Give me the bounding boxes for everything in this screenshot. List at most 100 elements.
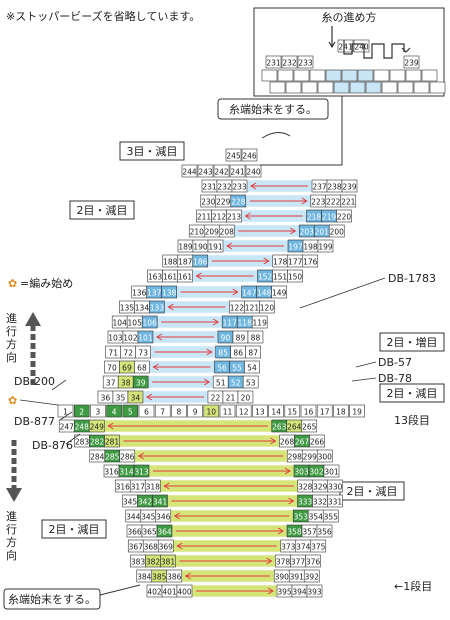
bead-cell: 394 <box>291 584 308 598</box>
arrow-head <box>163 482 170 490</box>
bead-number: 208 <box>220 228 235 237</box>
arrow-head <box>267 587 274 595</box>
bead-cell: 365 <box>141 524 158 538</box>
bead-number: 383 <box>131 558 146 567</box>
bead-number: 286 <box>120 453 135 462</box>
bead-cell: 212 <box>211 209 227 223</box>
bead-cell: 13 <box>252 404 268 418</box>
color-db876: DB-876 <box>32 439 73 452</box>
bead-number: 4 <box>112 408 117 417</box>
bead-number: 333 <box>298 498 313 507</box>
bead-number: 246 <box>242 152 257 161</box>
bead-cell: 382 <box>145 554 161 568</box>
bead-cell: 135 <box>119 300 135 314</box>
bead-number: 356 <box>317 528 332 537</box>
bead-number: 188 <box>163 258 178 267</box>
bead-number: 378 <box>276 558 291 567</box>
legend-bead <box>413 81 430 94</box>
bead-number: 101 <box>138 334 153 343</box>
bead-cell: 386 <box>166 569 183 583</box>
bead-cell: 19 <box>349 404 365 418</box>
bead-cell: 118 <box>236 315 253 329</box>
bead-cell: 122 <box>229 300 245 314</box>
bead-cell: 12 <box>235 404 252 418</box>
bead-cell: 232 <box>281 55 298 69</box>
bead-cell: 39 <box>132 375 149 389</box>
bead-cell: 7 <box>154 404 171 418</box>
bead-number: 344 <box>126 513 141 522</box>
bead-number: 19 <box>352 408 362 417</box>
bead-cell: 163 <box>147 269 163 283</box>
bead-number: 355 <box>324 513 339 522</box>
bead-cell: 117 <box>221 315 238 329</box>
bead-cell: 241 <box>229 164 246 178</box>
bead-number: 22 <box>211 394 221 403</box>
bead-cell: 354 <box>307 509 324 523</box>
direction-char: 方 <box>6 535 17 549</box>
direction-char: 進 <box>6 312 17 325</box>
bead-number: 283 <box>75 438 90 447</box>
bead-number: 232 <box>282 59 297 68</box>
bead-number: 342 <box>138 498 153 507</box>
bead-cell: 119 <box>251 315 268 329</box>
bead-row: 244 243 242 241 240 <box>181 164 262 178</box>
bead-number: 103 <box>108 334 123 343</box>
bead-cell: 17 <box>316 404 333 418</box>
bead-cell: 346 <box>155 509 172 523</box>
bead-cell: 344 <box>125 509 142 523</box>
bead-number: 73 <box>138 349 148 358</box>
bead-number: 364 <box>157 528 172 537</box>
bead-cell: 231 <box>265 55 282 69</box>
bead-number: 191 <box>208 243 223 252</box>
bead-row: 135 134 133 122 121 120 <box>119 300 275 314</box>
bead-number: 282 <box>90 438 105 447</box>
bead-cell: 249 <box>88 419 105 433</box>
bead-cell: 357 <box>301 524 318 538</box>
legend-bead <box>421 69 438 82</box>
bead-number: 232 <box>217 183 232 192</box>
bead-cell: 314 <box>118 464 135 478</box>
bead-cell: 209 <box>203 224 220 238</box>
bead-number: 148 <box>257 289 272 298</box>
bead-cell: 187 <box>177 254 194 268</box>
color-db877: DB-877 <box>14 415 55 428</box>
svg-text:2目・減目: 2目・減目 <box>347 484 398 498</box>
bead-cell: 341 <box>152 494 168 508</box>
bead-cell: 136 <box>131 285 147 299</box>
bead-number: 36 <box>101 394 111 403</box>
arrow-head <box>270 437 277 445</box>
bead-number: 52 <box>231 379 241 388</box>
legend-bead <box>285 81 302 94</box>
bead-number: 70 <box>107 364 117 373</box>
bead-number: 341 <box>153 498 168 507</box>
bead-number: 161 <box>178 273 193 282</box>
bead-cell: 197 <box>287 239 304 253</box>
bead-cell: 2 <box>73 404 90 418</box>
bead-number: 264 <box>287 423 302 432</box>
bead-number: 199 <box>318 243 333 252</box>
bead-cell: 103 <box>107 330 124 344</box>
bead-cell: 36 <box>97 390 114 404</box>
bead-number: 385 <box>152 573 167 582</box>
bead-number: 265 <box>302 423 317 432</box>
bead-number: 221 <box>341 198 356 207</box>
bead-cell: 342 <box>137 494 153 508</box>
bead-cell: 1 <box>57 404 74 418</box>
bead-cell: 378 <box>275 554 291 568</box>
bead-cell: 87 <box>245 345 261 359</box>
bead-cell: 11 <box>219 404 236 418</box>
legend-bead <box>357 69 374 82</box>
bead-cell: 239 <box>403 55 420 69</box>
arrow-head <box>266 557 273 565</box>
bead-row: 189 190 191 197 198 199 <box>177 239 334 253</box>
arrow-head <box>137 452 145 460</box>
bead-row: 231 232 233 237 238 239 <box>201 179 358 193</box>
bead-number: 402 <box>147 588 162 597</box>
bead-cell: 133 <box>149 300 165 314</box>
bead-row: 231 232 233 239 <box>265 55 420 69</box>
legend-bead <box>349 81 366 94</box>
bead-cell: 243 <box>197 164 214 178</box>
bead-cell: 6 <box>138 404 155 418</box>
bead-cell: 313 <box>133 464 150 478</box>
bead-row: 37 38 39 51 52 53 <box>102 375 259 389</box>
